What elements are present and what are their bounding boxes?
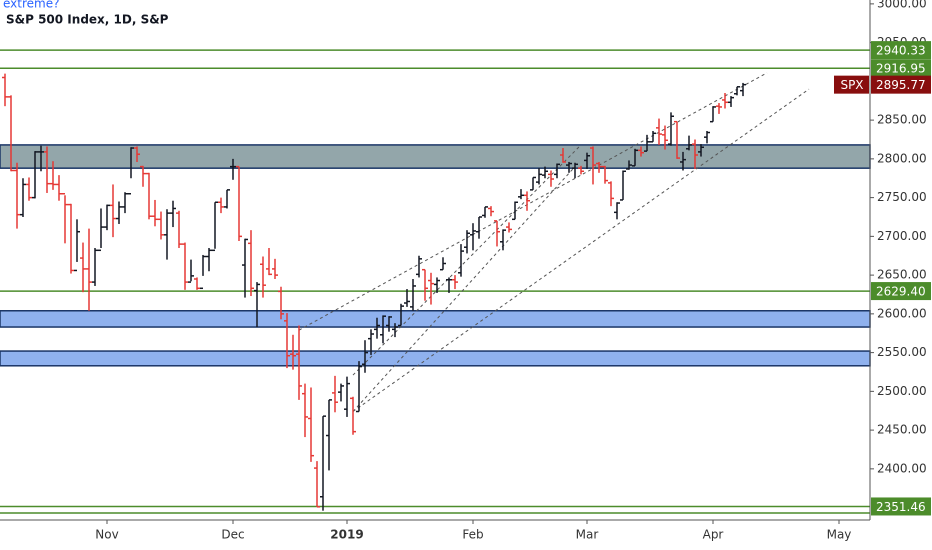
level-label: 2940.33	[871, 41, 931, 60]
last-price-bg	[871, 75, 931, 94]
y-tick-label: 2850.00	[877, 113, 927, 127]
y-tick-label: 2450.00	[877, 423, 927, 437]
level-label: 2629.40	[871, 282, 931, 301]
x-tick-label: Apr	[703, 528, 724, 542]
y-tick-label: 3000.00	[877, 0, 927, 10]
y-tick-label: 2750.00	[877, 190, 927, 204]
level-label-bg	[871, 41, 931, 60]
x-tick-label: Mar	[576, 528, 599, 542]
x-tick-label: Feb	[462, 528, 483, 542]
level-label-text: 2629.40	[876, 285, 926, 299]
x-tick-label: Nov	[95, 528, 118, 542]
y-tick-label: 2700.00	[877, 229, 927, 243]
y-tick-label: 2400.00	[877, 461, 927, 475]
zone	[0, 350, 871, 367]
x-tick-label: Dec	[221, 528, 244, 542]
x-tick-label: 2019	[330, 528, 363, 542]
trend-line	[298, 72, 768, 331]
y-tick-label: 2500.00	[877, 384, 927, 398]
level-label-text: 2351.46	[876, 500, 926, 514]
zone	[0, 310, 871, 328]
x-tick-label: May	[827, 528, 852, 542]
chart-subtitle: extreme?	[3, 0, 59, 11]
y-tick-label: 2600.00	[877, 306, 927, 320]
symbol-label: SPX	[834, 75, 869, 94]
trend-line	[352, 166, 576, 412]
y-tick-label: 2800.00	[877, 151, 927, 165]
level-label: 2351.46	[871, 497, 931, 516]
level-label-text: 2916.95	[876, 62, 926, 76]
symbol-text: SPX	[840, 78, 863, 92]
chart-title: S&P 500 Index, 1D, S&P	[6, 13, 169, 27]
level-label-bg	[871, 497, 931, 516]
symbol-bg	[834, 75, 869, 94]
y-tick-label: 2550.00	[877, 345, 927, 359]
level-label-text: 2940.33	[876, 44, 926, 58]
y-tick-label: 2650.00	[877, 268, 927, 282]
last-price-text: 2895.77	[876, 78, 926, 92]
plot-area	[0, 49, 871, 514]
last-price: 2895.77	[871, 75, 931, 94]
level-label: 2916.95	[871, 59, 931, 78]
level-label-bg	[871, 282, 931, 301]
level-label-bg	[871, 59, 931, 78]
